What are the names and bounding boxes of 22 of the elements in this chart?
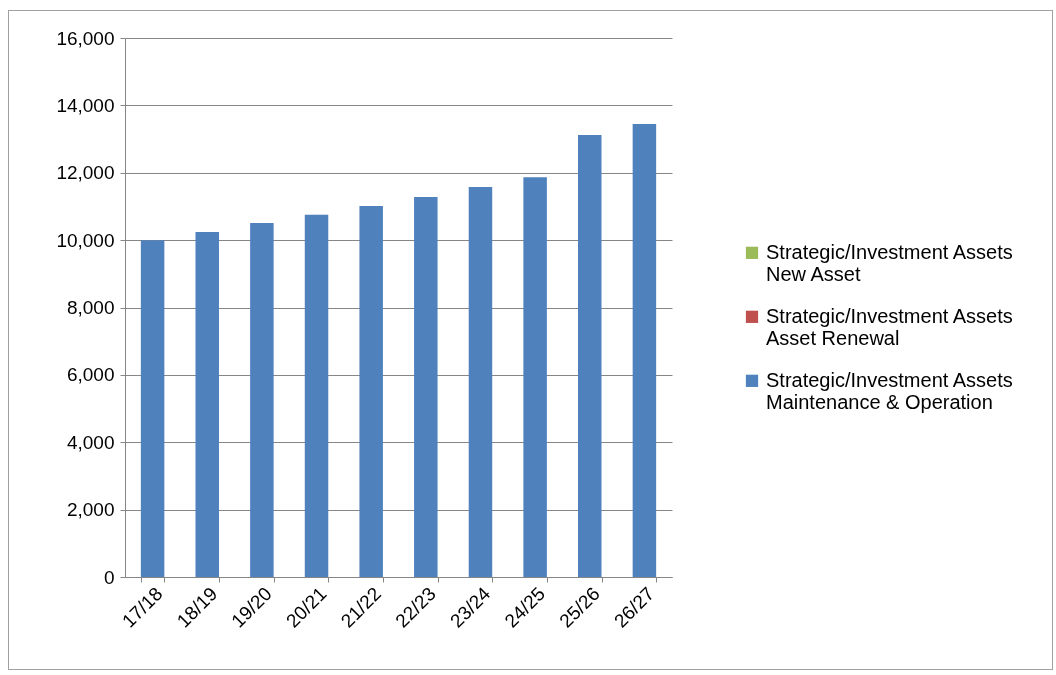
bar xyxy=(414,197,438,577)
y-tick-label: 16,000 xyxy=(56,27,115,49)
legend-label: Strategic/Investment Assets New Asset xyxy=(766,240,1013,285)
y-tick-label: 4,000 xyxy=(66,431,115,453)
y-tick-label: 0 xyxy=(103,566,115,588)
y-tick-label: 12,000 xyxy=(56,162,115,184)
y-tick-label: 6,000 xyxy=(66,364,115,386)
bar xyxy=(304,214,329,577)
bar xyxy=(359,206,383,577)
bar xyxy=(195,232,219,577)
y-tick-label: 2,000 xyxy=(66,499,115,521)
bar xyxy=(140,240,165,577)
bar xyxy=(578,135,602,577)
bar xyxy=(250,222,274,577)
y-tick-label: 8,000 xyxy=(66,297,115,318)
y-tick-label: 10,000 xyxy=(56,229,115,251)
legend-label: Strategic/Investment Assets Asset Renewal xyxy=(766,304,1013,349)
bar xyxy=(632,123,657,577)
bar xyxy=(523,177,547,577)
y-tick-label: 14,000 xyxy=(56,94,115,116)
bar xyxy=(468,186,493,577)
legend-label: Strategic/Investment Assets Maintenance & Operation xyxy=(766,368,1013,413)
